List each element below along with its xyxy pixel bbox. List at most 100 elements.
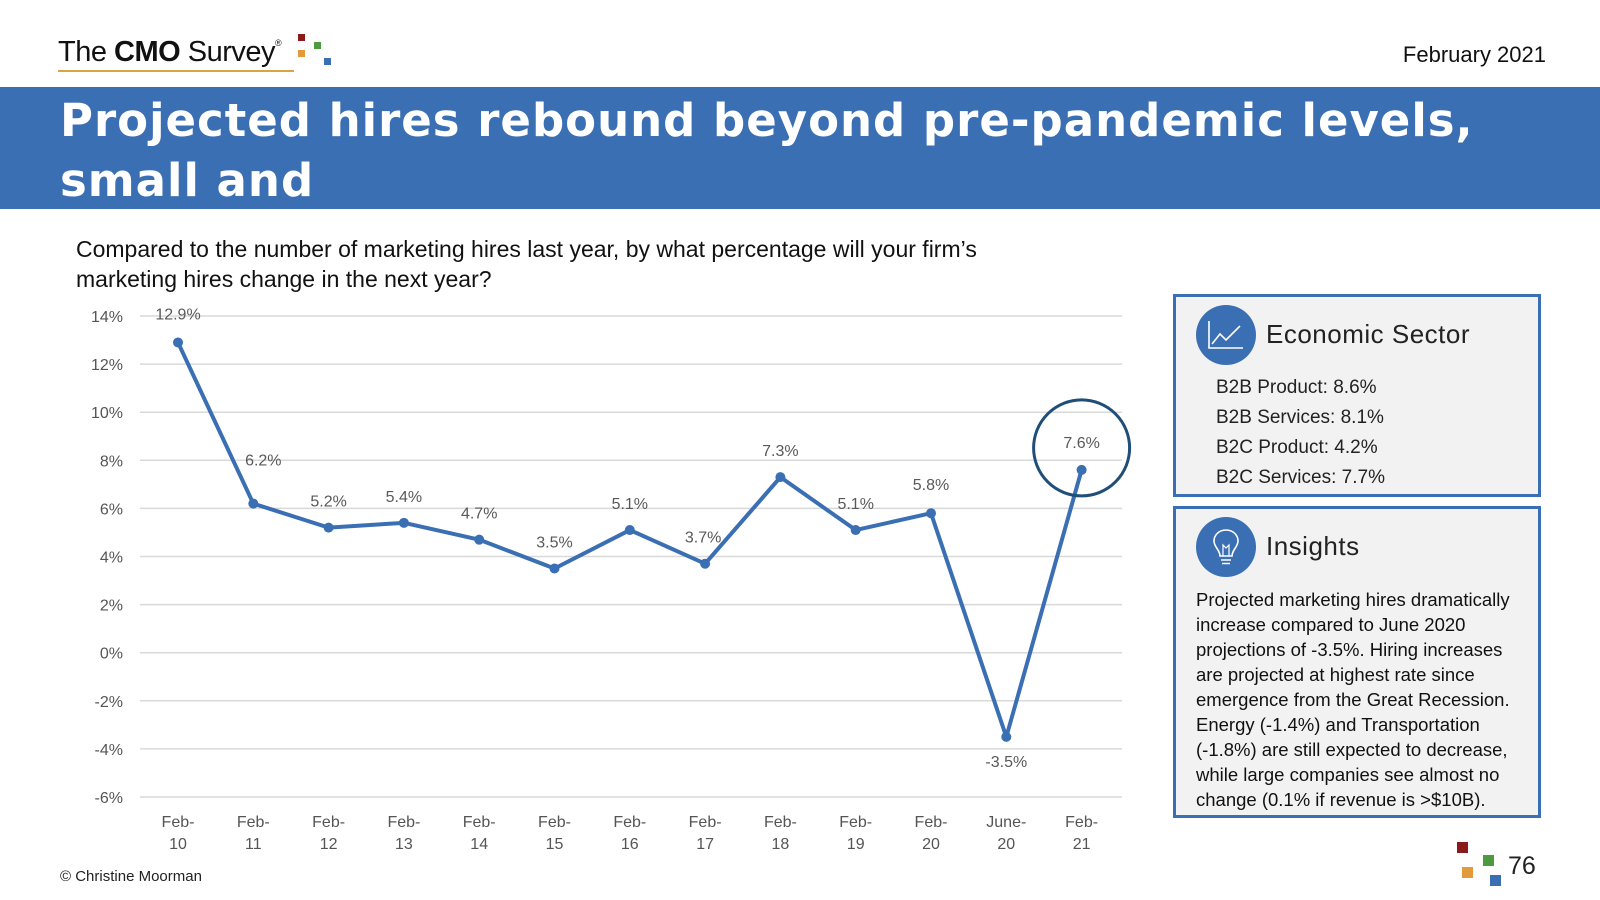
footer-square-blue [1490,875,1501,886]
y-tick-label: -6% [95,790,123,807]
logo-suffix: Survey [187,36,276,68]
economic-sector-title: Economic Sector [1266,319,1471,349]
page-title-line-2: service firms show strongest projections [60,214,1136,267]
logo-square-green [314,42,321,49]
insights-text: Projected marketing hires dramatically i… [1196,589,1510,810]
series-line [176,341,1084,739]
x-tick-label: Feb- [538,814,571,831]
logo-prefix: The [58,36,107,68]
sector-item: B2B Services: 8.1% [1216,407,1384,428]
data-label: 3.7% [685,530,721,547]
highlight-circle [1032,398,1132,498]
data-label: 6.2% [245,453,281,470]
data-point [398,517,409,528]
report-date: February 2021 [1402,42,1546,67]
x-tick-label: 20 [997,836,1015,853]
x-tick-label: June- [986,814,1026,831]
data-point [1001,731,1012,742]
survey-question: Compared to the number of marketing hire… [76,234,1126,294]
logo-registered-mark: ® [275,38,282,48]
footer-square-orange [1462,867,1473,878]
x-tick-label: Feb- [387,814,420,831]
page-title-line-1: Projected hires rebound beyond pre-pande… [60,94,1474,207]
data-point [323,522,334,533]
data-labels: 12.9% 6.2% 5.2% 5.4% 4.7% 3.5% 5.1% 3.7% 7.3% 5.1… [155,306,1100,770]
page-number: 76 [1508,852,1536,880]
x-tick-label: Feb- [237,814,270,831]
data-point [926,508,936,519]
data-label: 5.1% [612,496,648,513]
y-tick-label: 6% [100,501,123,518]
data-point [850,525,861,536]
data-label: 4.7% [461,506,497,523]
x-tick-label: Feb- [689,814,722,831]
sector-list: B2B Product: 8.6% B2B Services: 8.1% B2C… [1216,373,1385,493]
x-axis-labels: Feb- 10 Feb- 11 Feb- 12 Feb- 13 Feb- 14 Feb- 15 Feb-… [162,814,1099,853]
insights-panel: Insights Projected marketing hires drama… [1173,506,1541,818]
line-chart-icon [1196,305,1256,365]
footer-square-red [1457,842,1468,853]
y-tick-label: 12% [91,357,123,374]
y-tick-label: 4% [100,550,123,567]
chart-gridlines [140,315,1122,798]
data-point [1076,464,1087,475]
x-tick-label: 17 [696,836,714,853]
hires-line-chart: 14% 12% 10% 8% 6% 4% 2% 0% -2% -4% -6% Feb- 10 Feb- 1… [91,306,1132,853]
survey-question-line-2: marketing hires change in the next year? [76,266,492,292]
y-axis-labels: 14% 12% 10% 8% 6% 4% 2% 0% -2% -4% -6% [91,309,123,807]
x-tick-label: 19 [847,836,865,853]
data-point [248,498,259,509]
x-tick-label: Feb- [839,814,872,831]
x-tick-label: 14 [470,836,488,853]
x-tick-label: Feb- [312,814,345,831]
sector-item: B2B Product: 8.6% [1216,377,1377,398]
data-point [624,525,635,536]
y-tick-label: 0% [100,646,123,663]
y-tick-label: 10% [91,405,123,422]
x-tick-label: 10 [169,836,187,853]
data-label: -3.5% [985,754,1027,771]
data-point [549,563,560,574]
data-label: 12.9% [155,306,200,323]
data-point [474,534,485,545]
cmo-survey-logo: The CMO Survey® [58,34,331,76]
insights-title: Insights [1266,531,1360,561]
logo-square-orange [298,50,305,57]
sector-item: B2C Product: 4.2% [1216,437,1378,458]
x-tick-label: Feb- [463,814,496,831]
x-tick-label: 11 [245,836,262,853]
footer-square-green [1483,855,1494,866]
sector-item: B2C Services: 7.7% [1216,467,1385,488]
logo-square-red [298,34,305,41]
logo-bold: CMO [114,36,181,68]
x-tick-label: 21 [1073,836,1091,853]
x-tick-label: 12 [320,836,338,853]
logo-text: The CMO Survey® [58,36,282,68]
copyright-notice: © Christine Moorman [60,868,202,885]
x-tick-label: 18 [772,836,790,853]
data-label: 5.4% [386,489,422,506]
data-label: 5.1% [837,496,873,513]
data-point [700,558,711,569]
y-tick-label: 2% [100,598,123,615]
lightbulb-icon [1196,517,1256,577]
x-tick-label: 15 [546,836,564,853]
y-tick-label: -2% [95,694,123,711]
y-tick-label: -4% [95,742,123,759]
data-label: 3.5% [536,535,572,552]
economic-sector-panel: Economic Sector B2B Product: 8.6% B2B Se… [1173,294,1541,497]
logo-underline [58,70,294,72]
x-tick-label: 20 [922,836,940,853]
data-point [173,337,183,348]
x-tick-label: Feb- [915,814,948,831]
y-tick-label: 8% [100,453,123,470]
data-label: 7.3% [762,443,798,460]
data-label: 5.8% [913,477,949,494]
data-label: 7.6% [1063,435,1099,452]
survey-question-line-1: Compared to the number of marketing hire… [76,236,977,262]
y-tick-label: 14% [91,309,123,326]
title-banner: Projected hires rebound beyond pre-pande… [0,87,1600,267]
data-label: 5.2% [310,494,346,511]
chart-series [173,337,1132,742]
logo-square-blue [324,58,331,65]
